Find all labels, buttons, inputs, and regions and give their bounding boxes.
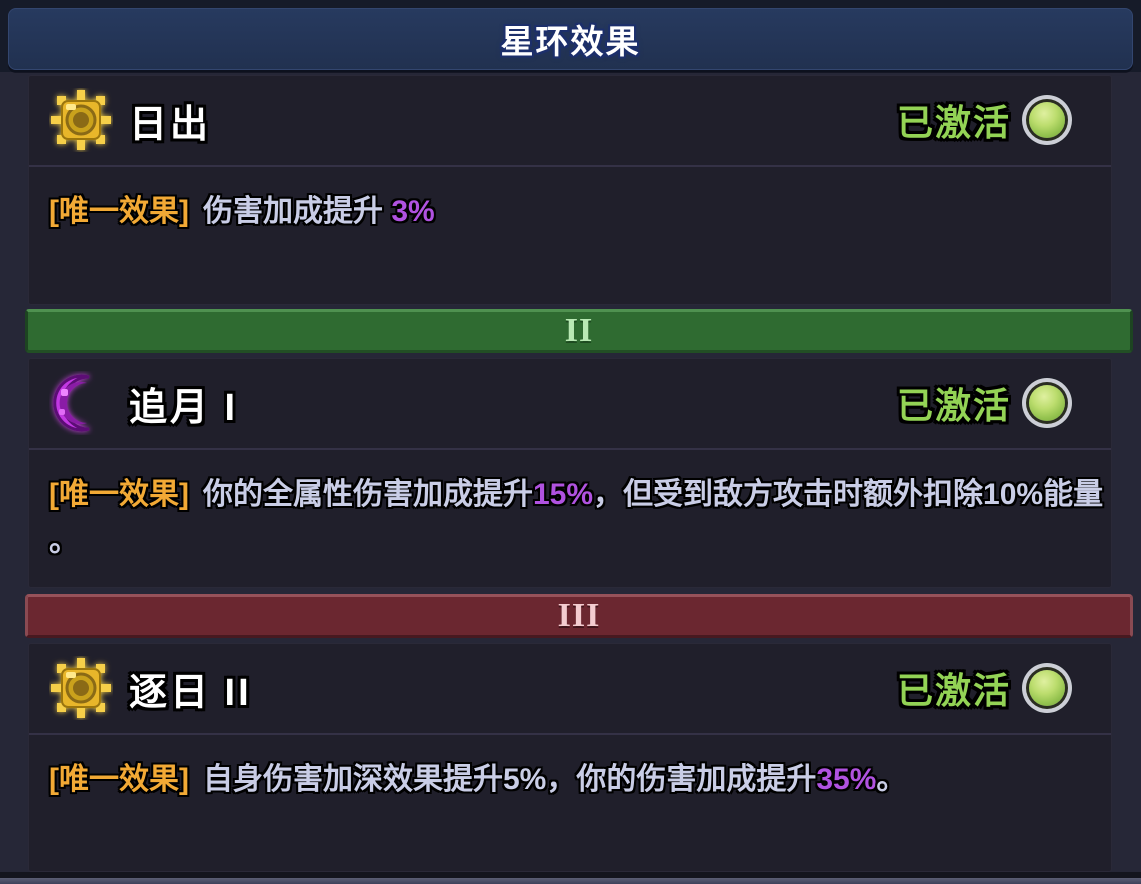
status-orb-icon[interactable]: [1029, 670, 1065, 706]
effect-text: 。: [876, 763, 907, 796]
title-divider-line: [29, 448, 1111, 450]
effect-label: [唯一效果]: [49, 763, 189, 796]
effect-text: 伤害加成提升: [202, 195, 392, 228]
panel-title: 逐日 II: [129, 671, 252, 714]
ring-effect-panel-chasing-sun[interactable]: 逐日 II 已激活 [唯一效果] 自身伤害加深效果提升5%，你的伤害加成提升35%…: [28, 643, 1112, 872]
effect-description: [唯一效果] 自身伤害加深效果提升5%，你的伤害加成提升35%。: [49, 756, 1091, 803]
effect-text-line: [唯一效果] 伤害加成提升 3%: [49, 188, 1091, 235]
panel-title: 日出: [129, 103, 212, 146]
status-label: 已激活: [896, 385, 1011, 426]
effect-text: 。: [49, 525, 79, 558]
sun-icon: [51, 658, 111, 718]
title-divider-line: [29, 165, 1111, 167]
status-wrap: 已激活: [897, 662, 1069, 714]
status-orb-icon[interactable]: [1029, 102, 1065, 138]
status-label: 已激活: [896, 102, 1011, 143]
status-label: 已激活: [896, 670, 1011, 711]
effect-text-line: [唯一效果] 自身伤害加深效果提升5%，你的伤害加成提升35%。: [49, 756, 1091, 803]
highlight-value: 35%: [816, 763, 877, 796]
effect-text: 自身伤害加深效果提升5%，你的伤害加成提升: [202, 763, 817, 796]
header-bar: 星环效果: [8, 8, 1133, 70]
tier-divider-3: III: [25, 594, 1133, 638]
panel-title-row: 追月 I 已激活: [29, 359, 1111, 447]
effect-description: [唯一效果] 你的全属性伤害加成提升15%，但受到敌方攻击时额外扣除10%能量。: [49, 471, 1103, 565]
effect-text-line: [唯一效果] 你的全属性伤害加成提升15%，但受到敌方攻击时额外扣除10%能量: [49, 471, 1103, 518]
effect-text-line: 。: [49, 518, 1091, 565]
tier-numeral: III: [557, 597, 601, 634]
ring-effect-panel-sunrise[interactable]: 日出 已激活 [唯一效果] 伤害加成提升 3%: [28, 75, 1112, 305]
effect-label: [唯一效果]: [49, 195, 189, 228]
panel-title: 追月 I: [129, 386, 239, 429]
panel-title-row: 日出 已激活: [29, 76, 1111, 164]
status-wrap: 已激活: [897, 377, 1069, 429]
moon-icon: [53, 374, 90, 432]
highlight-value: 15%: [532, 478, 594, 511]
tier-numeral: II: [564, 312, 594, 349]
bottom-gap: [0, 872, 1141, 878]
effect-description: [唯一效果] 伤害加成提升 3%: [49, 188, 1091, 235]
highlight-value: 3%: [391, 195, 435, 228]
status-wrap: 已激活: [897, 94, 1069, 146]
tier-divider-2: II: [25, 309, 1133, 353]
panel-title-row: 逐日 II 已激活: [29, 644, 1111, 732]
status-orb-icon[interactable]: [1029, 385, 1065, 421]
bottom-scroll-edge: [0, 878, 1141, 884]
page-title: 星环效果: [500, 23, 641, 60]
sun-icon: [51, 90, 111, 150]
effect-text: ，但受到敌方攻击时额外扣除10%能量: [593, 478, 1104, 511]
ring-effect-panel-chasing-moon[interactable]: 追月 I 已激活 [唯一效果] 你的全属性伤害加成提升15%，但受到敌方攻击时额外…: [28, 358, 1112, 588]
title-divider-line: [29, 733, 1111, 735]
effect-label: [唯一效果]: [49, 478, 189, 511]
effect-text: 你的全属性伤害加成提升: [202, 478, 533, 511]
